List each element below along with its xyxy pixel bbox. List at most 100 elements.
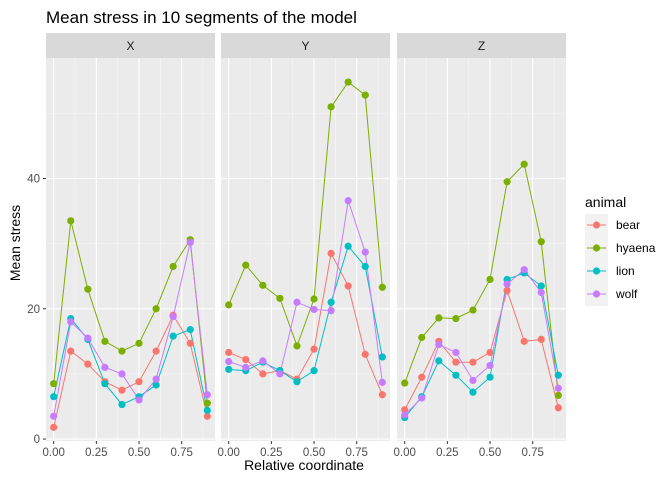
- data-point-lion: [152, 381, 160, 389]
- data-point-hyaena: [327, 103, 335, 111]
- data-point-bear: [401, 406, 409, 414]
- data-point-lion: [50, 393, 58, 401]
- data-point-wolf: [401, 411, 409, 419]
- data-point-hyaena: [152, 305, 160, 313]
- series-line-wolf: [53, 242, 208, 417]
- legend-item-lion: lion: [585, 260, 635, 283]
- data-point-lion: [537, 282, 545, 290]
- data-point-hyaena: [435, 314, 443, 322]
- data-point-lion: [101, 380, 109, 388]
- data-point-lion: [186, 326, 194, 334]
- data-point-hyaena: [276, 294, 284, 302]
- legend-label: hyaena: [616, 241, 656, 255]
- legend: animal bear hyaena lion wolf: [585, 194, 656, 306]
- data-point-lion: [169, 332, 177, 340]
- data-point-lion: [225, 365, 233, 373]
- data-point-hyaena: [361, 91, 369, 99]
- data-point-lion: [327, 298, 335, 306]
- data-point-hyaena: [537, 238, 545, 246]
- panel-background: [397, 58, 566, 441]
- data-point-wolf: [435, 340, 443, 349]
- panel-background: [221, 58, 390, 441]
- data-point-wolf: [186, 238, 194, 246]
- legend-key-point: [592, 290, 601, 298]
- data-point-hyaena: [401, 379, 409, 387]
- data-point-wolf: [276, 370, 284, 378]
- x-tick-label: 0.25: [260, 447, 282, 459]
- legend-label: lion: [616, 264, 635, 278]
- data-point-wolf: [259, 357, 267, 365]
- x-axis-title: Relative coordinate: [244, 457, 364, 473]
- data-point-hyaena: [242, 261, 250, 269]
- data-point-lion: [554, 371, 562, 379]
- data-point-wolf: [520, 266, 528, 274]
- x-tick-label: 0.50: [303, 447, 325, 459]
- data-point-wolf: [203, 391, 211, 399]
- data-point-bear: [469, 358, 477, 366]
- series-line-hyaena: [404, 163, 559, 396]
- data-point-wolf: [452, 348, 460, 357]
- data-point-wolf: [554, 384, 562, 392]
- y-tick-label: 40: [27, 174, 40, 186]
- data-point-hyaena: [203, 399, 211, 407]
- data-point-bear: [118, 386, 126, 394]
- series-line-wolf: [228, 200, 383, 383]
- data-point-wolf: [118, 370, 126, 378]
- y-axis-title: Mean stress: [7, 205, 23, 281]
- data-point-hyaena: [84, 285, 92, 293]
- data-point-hyaena: [50, 380, 58, 388]
- facet-strip-label: X: [126, 39, 134, 53]
- data-point-hyaena: [259, 281, 267, 289]
- data-point-bear: [50, 423, 58, 431]
- data-point-lion: [486, 373, 494, 381]
- data-point-wolf: [469, 376, 477, 385]
- data-point-hyaena: [418, 333, 426, 342]
- series-line-lion: [53, 317, 208, 411]
- facet-strip: [221, 33, 390, 58]
- data-point-lion: [118, 400, 126, 409]
- data-point-bear: [486, 348, 494, 357]
- series-line-wolf: [404, 268, 559, 416]
- legend-label: bear: [616, 218, 640, 232]
- data-point-hyaena: [310, 295, 318, 303]
- legend-label: wolf: [615, 287, 638, 301]
- data-point-hyaena: [67, 217, 75, 225]
- data-point-bear: [361, 350, 369, 358]
- data-point-lion: [469, 388, 477, 396]
- data-point-lion: [435, 357, 443, 365]
- series-line-hyaena: [228, 81, 383, 348]
- x-tick-label: 0.75: [346, 447, 368, 459]
- x-tick-label: 0.75: [171, 447, 193, 459]
- data-point-wolf: [537, 288, 545, 297]
- data-point-lion: [378, 353, 386, 361]
- facet-strip: [46, 33, 215, 58]
- x-tick-label: 0.00: [42, 447, 64, 459]
- x-tick-label: 0.50: [128, 447, 150, 459]
- data-point-wolf: [418, 394, 426, 402]
- data-point-bear: [418, 373, 426, 381]
- data-point-hyaena: [344, 78, 352, 86]
- data-point-wolf: [344, 197, 352, 205]
- data-point-wolf: [503, 280, 511, 288]
- data-point-lion: [293, 378, 301, 386]
- series-line-hyaena: [53, 220, 208, 404]
- series-line-lion: [404, 272, 559, 418]
- x-tick-label: 0.00: [217, 447, 239, 459]
- data-point-wolf: [50, 412, 58, 420]
- data-point-lion: [452, 371, 460, 379]
- data-point-bear: [186, 339, 194, 347]
- data-point-bear: [452, 358, 460, 366]
- data-point-bear: [310, 345, 318, 353]
- data-point-hyaena: [520, 160, 528, 168]
- data-point-bear: [327, 249, 335, 258]
- data-point-wolf: [84, 334, 92, 342]
- data-point-wolf: [242, 363, 250, 371]
- data-point-bear: [259, 370, 267, 378]
- data-point-hyaena: [118, 347, 126, 355]
- y-tick-label: 20: [27, 304, 40, 316]
- data-point-hyaena: [486, 275, 494, 284]
- data-point-wolf: [225, 357, 233, 366]
- chart-title: Mean stress in 10 segments of the model: [46, 8, 357, 27]
- data-point-wolf: [310, 305, 318, 314]
